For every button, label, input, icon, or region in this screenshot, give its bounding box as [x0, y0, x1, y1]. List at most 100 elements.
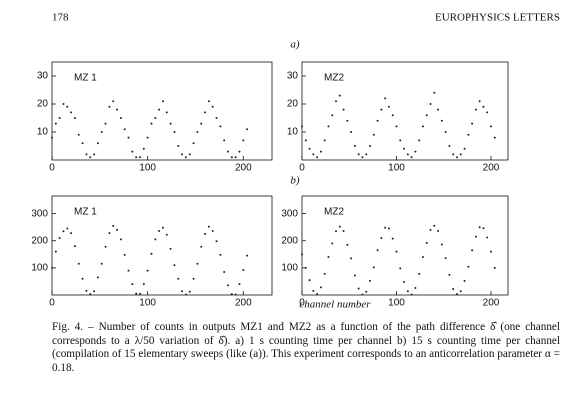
data-point — [395, 125, 398, 128]
data-point — [81, 142, 84, 145]
x-tick-label: 200 — [483, 163, 500, 174]
panel-title: MZ 1 — [74, 73, 97, 84]
y-tick-label: 200 — [281, 235, 298, 246]
data-point — [406, 153, 409, 156]
data-point — [204, 111, 207, 114]
data-point — [188, 153, 191, 156]
data-point — [353, 145, 356, 147]
data-point — [119, 238, 122, 241]
data-point — [301, 253, 303, 256]
data-point — [169, 122, 172, 125]
data-point — [452, 288, 455, 291]
data-point — [425, 114, 428, 117]
data-point — [58, 237, 61, 240]
data-point — [192, 142, 195, 145]
data-point — [158, 229, 161, 232]
data-point — [211, 105, 214, 108]
data-point — [357, 153, 360, 156]
data-point — [54, 122, 57, 125]
data-point — [308, 147, 311, 150]
data-point — [242, 269, 245, 272]
x-tick-label: 0 — [299, 298, 305, 309]
data-point — [215, 240, 218, 243]
panel-label: b) — [290, 175, 300, 187]
y-tick-label: 10 — [37, 127, 49, 138]
data-point — [70, 111, 73, 114]
data-point — [66, 227, 69, 230]
panel-title: MZ 1 — [74, 207, 97, 218]
data-point — [421, 125, 424, 128]
data-point — [372, 133, 375, 136]
data-point — [399, 267, 402, 270]
data-point — [421, 256, 424, 259]
data-point — [471, 122, 474, 125]
data-point — [429, 228, 432, 231]
data-point — [161, 100, 164, 103]
data-point — [391, 237, 394, 240]
data-point — [123, 253, 126, 256]
data-point — [467, 265, 470, 268]
data-point — [403, 280, 406, 283]
data-point — [403, 147, 406, 150]
data-point — [112, 224, 115, 227]
data-point — [448, 273, 451, 276]
data-point — [399, 139, 402, 142]
panel-title: MZ2 — [324, 73, 344, 84]
data-point — [192, 277, 195, 280]
data-point — [96, 276, 99, 279]
plot-frame — [51, 195, 273, 296]
data-point — [444, 257, 447, 260]
data-point — [319, 286, 322, 289]
data-point — [184, 293, 187, 296]
y-tick-label: 30 — [287, 71, 299, 82]
data-point — [100, 262, 103, 265]
data-point — [123, 128, 126, 131]
data-point — [323, 272, 326, 275]
data-point — [227, 284, 229, 287]
y-tick-label: 100 — [31, 263, 48, 274]
x-axis-label: channel number — [299, 299, 371, 311]
data-point — [127, 136, 130, 139]
data-point — [173, 264, 176, 267]
x-tick-label: 100 — [388, 298, 405, 309]
data-point — [66, 105, 69, 108]
data-point — [184, 156, 187, 159]
data-point — [51, 136, 53, 139]
data-point — [440, 119, 443, 122]
data-point — [234, 293, 237, 296]
data-point — [246, 128, 249, 131]
data-point — [181, 290, 184, 293]
data-point — [478, 226, 481, 229]
data-point — [200, 245, 203, 248]
data-point — [474, 235, 477, 238]
data-point — [89, 293, 92, 296]
y-tick-label: 30 — [37, 71, 49, 82]
plot-frame — [301, 195, 509, 296]
data-point — [169, 247, 172, 250]
data-point — [81, 277, 84, 280]
data-point — [207, 100, 210, 103]
data-point — [350, 131, 353, 133]
figure: 178 EUROPHYSICS LETTERS a) b) channel nu… — [31, 12, 560, 311]
x-tick-label: 100 — [139, 298, 156, 309]
data-point — [395, 250, 398, 253]
data-point — [104, 122, 107, 125]
data-point — [312, 289, 315, 292]
data-point — [486, 236, 489, 239]
data-point — [146, 269, 149, 272]
data-point — [161, 226, 164, 229]
data-point — [350, 257, 353, 260]
data-point — [142, 283, 145, 286]
data-point — [346, 119, 349, 122]
data-point — [131, 283, 134, 286]
y-tick-label: 300 — [31, 208, 48, 219]
data-point — [463, 279, 466, 282]
data-point — [108, 232, 111, 235]
data-point — [410, 156, 413, 159]
y-tick-label: 20 — [37, 99, 49, 110]
data-point — [238, 283, 241, 286]
data-point — [414, 286, 417, 289]
data-point — [96, 142, 99, 145]
data-point — [204, 232, 207, 235]
data-point — [482, 105, 485, 108]
